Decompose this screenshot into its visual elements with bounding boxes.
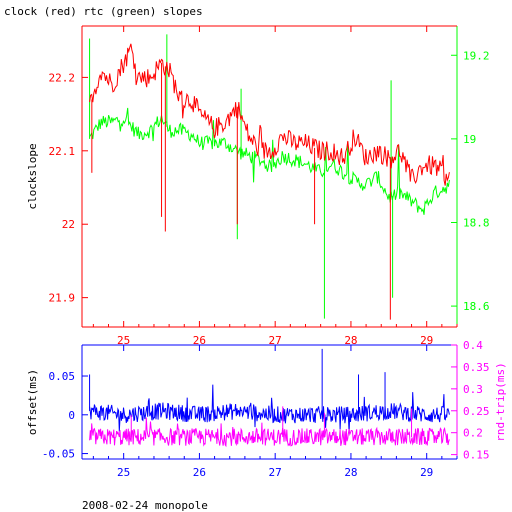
top-y-left-tick-label: 22 (62, 218, 75, 231)
chart-title: clock (red) rtc (green) slopes (4, 5, 203, 18)
top-y-right-tick-label: 19 (463, 133, 476, 146)
bottom-y-right-tick-label: 0.4 (463, 339, 483, 352)
top-y-right-tick-label: 19.2 (463, 49, 490, 62)
bottom-x-tick-label: 28 (344, 466, 357, 479)
bottom-y-left-tick-label: -0.05 (42, 448, 75, 461)
top-series-rtc (89, 107, 450, 215)
top-y-left-label: clockslope (26, 143, 39, 209)
bottom-y-left-label: offset(ms) (26, 369, 39, 435)
top-x-tick-label: 28 (344, 334, 357, 347)
top-y-right-tick-label: 18.8 (463, 216, 490, 229)
top-x-tick-label: 27 (269, 334, 282, 347)
bottom-x-tick-label: 26 (193, 466, 206, 479)
bottom-y-right-tick-label: 0.15 (463, 449, 490, 462)
top-y-left-tick-label: 22.2 (49, 71, 76, 84)
footer-caption: 2008-02-24 monopole (82, 499, 208, 512)
top-series-clock (89, 43, 450, 186)
bottom-y-right-tick-label: 0.2 (463, 427, 483, 440)
bottom-y-left-tick-label: 0 (68, 409, 75, 422)
bottom-x-tick-label: 29 (420, 466, 433, 479)
bottom-y-right-label: rnd-trip(ms) (494, 362, 507, 441)
top-y-right-tick-label: 18.6 (463, 300, 490, 313)
bottom-x-tick-label: 27 (269, 466, 282, 479)
bottom-series-offset (89, 384, 450, 434)
top-x-tick-label: 26 (193, 334, 206, 347)
bottom-y-right-tick-label: 0.3 (463, 383, 483, 396)
top-y-left-tick-label: 21.9 (49, 292, 76, 305)
bottom-y-left-tick-label: 0.05 (49, 370, 76, 383)
bottom-series-rnd-trip (89, 417, 450, 448)
top-x-tick-label: 25 (117, 334, 130, 347)
bottom-x-tick-label: 25 (117, 466, 130, 479)
bottom-y-right-tick-label: 0.25 (463, 405, 490, 418)
bottom-y-right-tick-label: 0.35 (463, 361, 490, 374)
top-x-tick-label: 29 (420, 334, 433, 347)
top-y-left-tick-label: 22.1 (49, 145, 76, 158)
